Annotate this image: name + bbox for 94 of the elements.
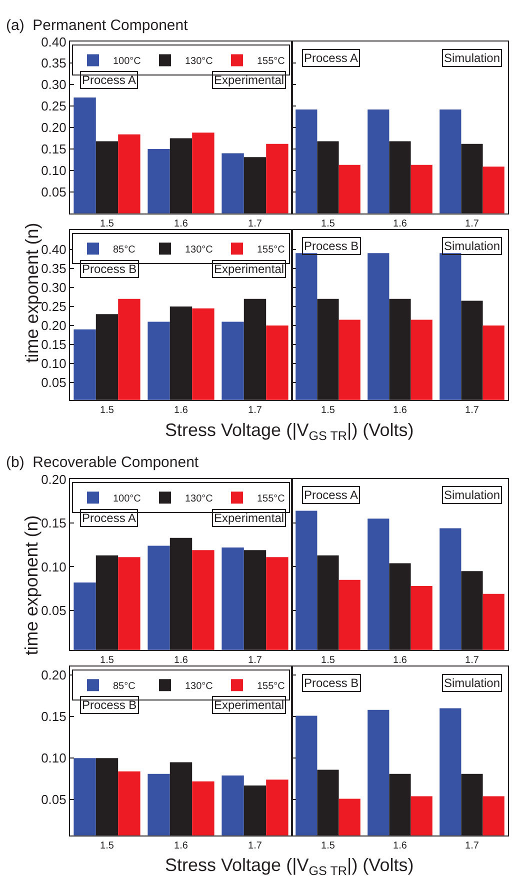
y-tick-label: 0.05 — [41, 603, 66, 618]
x-tick-label: 1.5 — [321, 654, 336, 666]
x-axis-title: Stress Voltage (|V$_{GS TR}$|) (Volts) — [165, 855, 414, 877]
annotation: Process A — [82, 511, 136, 525]
y-tick-label: 0.20 — [41, 318, 66, 334]
y-tick-label: 0.35 — [41, 56, 66, 71]
y-tick-label: 0.15 — [41, 142, 66, 157]
legend-label: 155°C — [257, 56, 285, 68]
y-tick-label: 0.25 — [41, 98, 66, 114]
y-tick-label: 0.40 — [41, 242, 66, 257]
y-tick-label: 0.05 — [41, 375, 66, 390]
y-tick-label: 0.15 — [41, 337, 66, 352]
x-tick-label: 1.5 — [100, 218, 114, 230]
legend-label: 100°C — [113, 494, 141, 505]
x-axis-title: Stress Voltage (|V$_{GS TR}$|) (Volts) — [165, 420, 414, 443]
y-tick-label: 0.20 — [41, 668, 66, 683]
legend-label: 130°C — [185, 56, 213, 68]
y-tick-label: 0.10 — [41, 162, 66, 178]
x-tick-label: 1.7 — [465, 840, 480, 852]
y-tick-label: 0.30 — [41, 280, 66, 295]
y-tick-label: 0.40 — [41, 34, 66, 50]
y-tick-label: 0.25 — [41, 298, 66, 314]
annotation: Process A — [304, 488, 358, 502]
bar — [440, 110, 462, 214]
x-tick-label: 1.6 — [393, 654, 408, 666]
x-tick-label: 1.5 — [321, 404, 336, 416]
x-tick-label: 1.6 — [393, 218, 408, 230]
x-tick-label: 1.5 — [100, 654, 114, 666]
y-tick-label: 0.20 — [41, 120, 66, 136]
y-tick-label: 0.05 — [41, 792, 66, 808]
x-tick-label: 1.6 — [393, 404, 408, 416]
bar — [118, 134, 140, 214]
annotation: Simulation — [444, 676, 500, 690]
x-tick-label: 1.6 — [174, 404, 188, 416]
x-tick-label: 1.5 — [100, 840, 114, 852]
annotation: Simulation — [444, 239, 500, 253]
annotation: Process B — [304, 239, 359, 253]
legend-label: 155°C — [257, 244, 285, 256]
x-tick-label: 1.7 — [248, 218, 262, 230]
y-axis-title: time exponent (n) — [22, 515, 42, 656]
annotation: Process A — [82, 73, 136, 87]
y-tick-label: 0.30 — [41, 77, 66, 92]
bar — [74, 98, 96, 214]
y-tick-label: 0.10 — [41, 356, 66, 372]
annotation: Process B — [82, 698, 137, 712]
legend-label: 100°C — [113, 56, 141, 68]
y-tick-label: 0.15 — [41, 516, 66, 530]
x-tick-label: 1.6 — [174, 840, 188, 852]
y-tick-label: 0.10 — [41, 750, 66, 766]
bar — [192, 132, 214, 214]
x-tick-label: 1.6 — [393, 840, 408, 852]
annotation: Simulation — [444, 51, 500, 65]
legend-label: 130°C — [185, 494, 213, 505]
annotation: Experimental — [214, 262, 284, 276]
legend-label: 130°C — [185, 681, 213, 692]
annotation: Simulation — [444, 488, 500, 502]
legend-label: 85°C — [113, 681, 136, 692]
annotation: Process B — [82, 262, 137, 276]
annotation: Experimental — [214, 73, 284, 87]
chart-title: (b) Recoverable Component — [6, 454, 200, 471]
annotation: Experimental — [214, 511, 284, 525]
x-tick-label: 1.7 — [465, 654, 480, 666]
x-tick-label: 1.5 — [100, 404, 114, 416]
bar — [222, 153, 244, 214]
x-tick-label: 1.7 — [465, 218, 480, 230]
legend-label: 155°C — [257, 494, 285, 505]
x-tick-label: 1.7 — [465, 404, 480, 416]
bar — [482, 166, 504, 214]
legend-label: 85°C — [113, 244, 136, 256]
legend-label: 130°C — [185, 244, 213, 256]
y-tick-label: 0.10 — [41, 559, 66, 574]
bar — [368, 110, 390, 214]
bar — [338, 164, 360, 214]
x-tick-label: 1.7 — [248, 404, 262, 416]
y-tick-label: 0.20 — [41, 472, 66, 487]
x-tick-label: 1.5 — [321, 840, 336, 852]
annotation: Experimental — [214, 698, 284, 712]
annotation: Process A — [304, 51, 358, 65]
chart-title: (a) Permanent Component — [6, 17, 189, 34]
x-tick-label: 1.6 — [174, 654, 188, 666]
x-tick-label: 1.5 — [321, 218, 336, 230]
bar — [296, 110, 318, 214]
bar — [266, 144, 288, 214]
y-axis-title: time exponent (n) — [22, 222, 42, 363]
annotation: Process B — [304, 676, 359, 690]
bar — [410, 164, 432, 214]
bar — [148, 148, 170, 214]
y-tick-label: 0.15 — [41, 709, 66, 724]
y-tick-label: 0.35 — [41, 260, 66, 276]
x-tick-label: 1.6 — [174, 218, 188, 230]
legend-label: 155°C — [257, 681, 285, 692]
x-tick-label: 1.7 — [248, 654, 262, 666]
y-tick-label: 0.05 — [41, 184, 66, 200]
x-tick-label: 1.7 — [248, 840, 262, 852]
